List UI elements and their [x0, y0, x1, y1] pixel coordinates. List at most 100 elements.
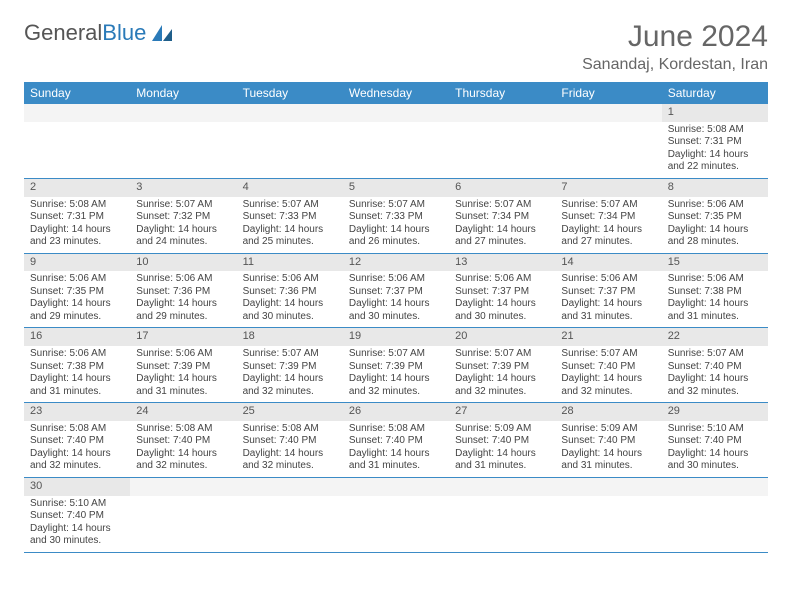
day-detail-row: Sunrise: 5:10 AMSunset: 7:40 PMDaylight:… — [24, 496, 768, 553]
day-number-cell: 24 — [130, 403, 236, 421]
sunset-line: Sunset: 7:40 PM — [349, 435, 443, 448]
day-detail-cell: Sunrise: 5:08 AMSunset: 7:40 PMDaylight:… — [130, 421, 236, 478]
day-number-cell — [24, 104, 130, 122]
day-detail-cell: Sunrise: 5:07 AMSunset: 7:34 PMDaylight:… — [449, 197, 555, 254]
sunrise-line: Sunrise: 5:08 AM — [668, 124, 762, 137]
sunset-line: Sunset: 7:35 PM — [668, 211, 762, 224]
day-detail-cell — [237, 496, 343, 553]
day-detail-cell: Sunrise: 5:06 AMSunset: 7:37 PMDaylight:… — [555, 271, 661, 328]
day-number-cell: 12 — [343, 253, 449, 271]
sunset-line: Sunset: 7:39 PM — [136, 361, 230, 374]
daylight-line: Daylight: 14 hours and 26 minutes. — [349, 224, 443, 249]
day-detail-cell: Sunrise: 5:06 AMSunset: 7:37 PMDaylight:… — [449, 271, 555, 328]
day-number-cell: 18 — [237, 328, 343, 346]
sunrise-line: Sunrise: 5:06 AM — [668, 199, 762, 212]
logo-text-2: Blue — [102, 20, 146, 46]
day-number-cell: 15 — [662, 253, 768, 271]
day-number-cell — [449, 477, 555, 495]
day-detail-cell: Sunrise: 5:07 AMSunset: 7:40 PMDaylight:… — [555, 346, 661, 403]
day-number-cell: 19 — [343, 328, 449, 346]
weekday-header: Thursday — [449, 82, 555, 104]
day-detail-cell: Sunrise: 5:08 AMSunset: 7:31 PMDaylight:… — [662, 122, 768, 179]
daylight-line: Daylight: 14 hours and 29 minutes. — [136, 298, 230, 323]
day-detail-cell: Sunrise: 5:10 AMSunset: 7:40 PMDaylight:… — [662, 421, 768, 478]
day-number-cell: 4 — [237, 178, 343, 196]
header: GeneralBlue June 2024 Sanandaj, Kordesta… — [24, 20, 768, 74]
sunset-line: Sunset: 7:40 PM — [30, 510, 124, 523]
day-number-cell: 28 — [555, 403, 661, 421]
weekday-header-row: Sunday Monday Tuesday Wednesday Thursday… — [24, 82, 768, 104]
day-detail-cell — [343, 496, 449, 553]
day-detail-cell: Sunrise: 5:08 AMSunset: 7:31 PMDaylight:… — [24, 197, 130, 254]
calendar-body: 1Sunrise: 5:08 AMSunset: 7:31 PMDaylight… — [24, 104, 768, 552]
sunrise-line: Sunrise: 5:10 AM — [30, 498, 124, 511]
sunset-line: Sunset: 7:37 PM — [455, 286, 549, 299]
weekday-header: Tuesday — [237, 82, 343, 104]
daylight-line: Daylight: 14 hours and 31 minutes. — [349, 448, 443, 473]
day-number-cell — [130, 477, 236, 495]
sunrise-line: Sunrise: 5:09 AM — [455, 423, 549, 436]
day-number-row: 9101112131415 — [24, 253, 768, 271]
sunrise-line: Sunrise: 5:06 AM — [30, 273, 124, 286]
sunrise-line: Sunrise: 5:06 AM — [455, 273, 549, 286]
day-detail-cell: Sunrise: 5:09 AMSunset: 7:40 PMDaylight:… — [449, 421, 555, 478]
sunrise-line: Sunrise: 5:07 AM — [243, 199, 337, 212]
daylight-line: Daylight: 14 hours and 22 minutes. — [668, 149, 762, 174]
daylight-line: Daylight: 14 hours and 30 minutes. — [30, 523, 124, 548]
sunrise-line: Sunrise: 5:07 AM — [668, 348, 762, 361]
weekday-header: Friday — [555, 82, 661, 104]
day-number-cell — [662, 477, 768, 495]
day-detail-cell — [662, 496, 768, 553]
day-detail-cell: Sunrise: 5:06 AMSunset: 7:38 PMDaylight:… — [662, 271, 768, 328]
daylight-line: Daylight: 14 hours and 31 minutes. — [668, 298, 762, 323]
day-number-row: 16171819202122 — [24, 328, 768, 346]
sunset-line: Sunset: 7:33 PM — [243, 211, 337, 224]
logo-text-1: General — [24, 20, 102, 46]
sunset-line: Sunset: 7:40 PM — [455, 435, 549, 448]
day-detail-cell: Sunrise: 5:06 AMSunset: 7:38 PMDaylight:… — [24, 346, 130, 403]
day-number-cell: 9 — [24, 253, 130, 271]
daylight-line: Daylight: 14 hours and 29 minutes. — [30, 298, 124, 323]
day-detail-cell: Sunrise: 5:06 AMSunset: 7:35 PMDaylight:… — [662, 197, 768, 254]
calendar-table: Sunday Monday Tuesday Wednesday Thursday… — [24, 82, 768, 553]
sunrise-line: Sunrise: 5:07 AM — [561, 348, 655, 361]
day-detail-cell — [555, 496, 661, 553]
daylight-line: Daylight: 14 hours and 32 minutes. — [349, 373, 443, 398]
day-number-cell — [130, 104, 236, 122]
sunset-line: Sunset: 7:35 PM — [30, 286, 124, 299]
sunset-line: Sunset: 7:36 PM — [136, 286, 230, 299]
location: Sanandaj, Kordestan, Iran — [582, 56, 768, 74]
day-number-cell: 27 — [449, 403, 555, 421]
logo-sail-icon — [150, 23, 174, 43]
day-number-cell — [555, 477, 661, 495]
daylight-line: Daylight: 14 hours and 32 minutes. — [668, 373, 762, 398]
day-number-cell: 3 — [130, 178, 236, 196]
sunrise-line: Sunrise: 5:07 AM — [136, 199, 230, 212]
sunset-line: Sunset: 7:31 PM — [30, 211, 124, 224]
sunrise-line: Sunrise: 5:07 AM — [243, 348, 337, 361]
day-number-cell: 7 — [555, 178, 661, 196]
title-block: June 2024 Sanandaj, Kordestan, Iran — [582, 20, 768, 74]
sunset-line: Sunset: 7:39 PM — [243, 361, 337, 374]
day-number-cell: 8 — [662, 178, 768, 196]
day-detail-cell: Sunrise: 5:07 AMSunset: 7:33 PMDaylight:… — [343, 197, 449, 254]
day-detail-cell: Sunrise: 5:06 AMSunset: 7:36 PMDaylight:… — [130, 271, 236, 328]
sunrise-line: Sunrise: 5:06 AM — [668, 273, 762, 286]
day-number-cell: 17 — [130, 328, 236, 346]
day-number-cell — [237, 477, 343, 495]
daylight-line: Daylight: 14 hours and 30 minutes. — [243, 298, 337, 323]
sunset-line: Sunset: 7:38 PM — [668, 286, 762, 299]
sunset-line: Sunset: 7:40 PM — [243, 435, 337, 448]
day-detail-row: Sunrise: 5:06 AMSunset: 7:38 PMDaylight:… — [24, 346, 768, 403]
logo: GeneralBlue — [24, 20, 174, 46]
daylight-line: Daylight: 14 hours and 32 minutes. — [243, 448, 337, 473]
sunrise-line: Sunrise: 5:10 AM — [668, 423, 762, 436]
day-number-cell: 23 — [24, 403, 130, 421]
daylight-line: Daylight: 14 hours and 28 minutes. — [668, 224, 762, 249]
weekday-header: Wednesday — [343, 82, 449, 104]
day-detail-cell — [24, 122, 130, 179]
sunset-line: Sunset: 7:40 PM — [136, 435, 230, 448]
sunset-line: Sunset: 7:40 PM — [561, 361, 655, 374]
day-number-cell: 10 — [130, 253, 236, 271]
day-number-row: 23242526272829 — [24, 403, 768, 421]
